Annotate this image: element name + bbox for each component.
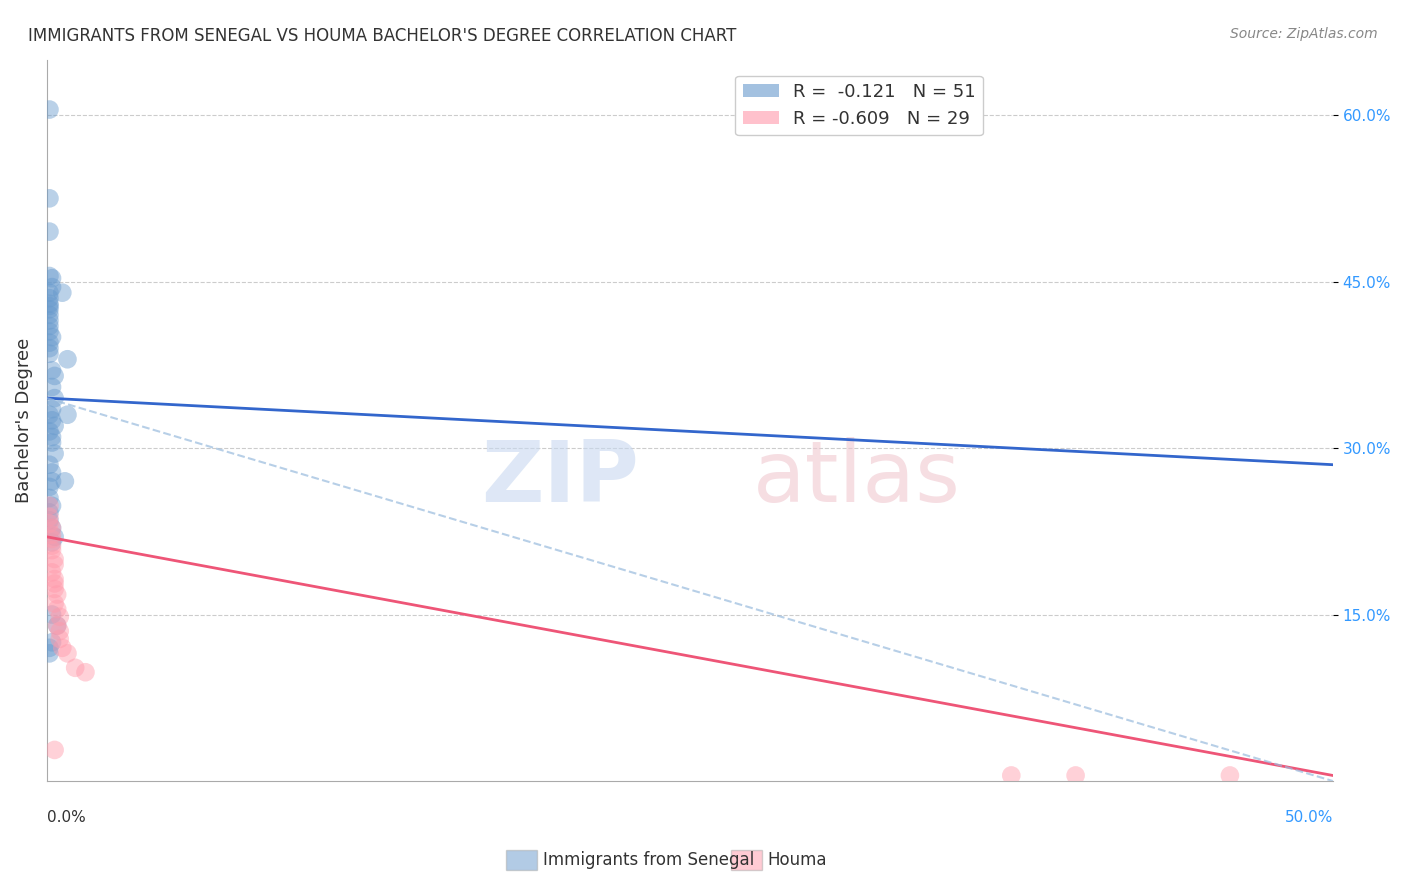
Point bbox=[38, 297, 60, 311]
Point bbox=[38, 408, 60, 422]
Point bbox=[46, 618, 69, 632]
Point bbox=[38, 308, 60, 322]
Point bbox=[38, 291, 60, 305]
Point bbox=[56, 646, 79, 660]
Point bbox=[38, 299, 60, 313]
Point bbox=[75, 665, 97, 680]
Point bbox=[41, 363, 63, 377]
Point bbox=[38, 318, 60, 333]
Point bbox=[38, 325, 60, 339]
Point bbox=[44, 582, 66, 596]
Point bbox=[38, 505, 60, 519]
Point bbox=[41, 521, 63, 535]
Point bbox=[46, 618, 69, 632]
Point bbox=[44, 743, 66, 757]
Point bbox=[41, 466, 63, 480]
Point bbox=[41, 330, 63, 344]
Point bbox=[38, 516, 60, 531]
Point bbox=[38, 513, 60, 527]
Point bbox=[53, 475, 76, 489]
Point bbox=[44, 391, 66, 405]
Point bbox=[41, 435, 63, 450]
Point bbox=[51, 285, 73, 300]
Point bbox=[41, 475, 63, 489]
Text: 50.0%: 50.0% bbox=[1285, 810, 1333, 825]
Point bbox=[44, 418, 66, 433]
Point bbox=[38, 335, 60, 350]
Point bbox=[41, 380, 63, 394]
Text: 0.0%: 0.0% bbox=[46, 810, 86, 825]
Text: Source: ZipAtlas.com: Source: ZipAtlas.com bbox=[1230, 27, 1378, 41]
Point bbox=[48, 632, 70, 646]
Point bbox=[41, 527, 63, 541]
Y-axis label: Bachelor's Degree: Bachelor's Degree bbox=[15, 338, 32, 503]
Point bbox=[41, 607, 63, 622]
Point bbox=[44, 572, 66, 586]
Point bbox=[38, 302, 60, 317]
Point bbox=[41, 413, 63, 427]
Point bbox=[48, 624, 70, 639]
Point bbox=[1000, 768, 1022, 782]
Legend: R =  -0.121   N = 51, R = -0.609   N = 29: R = -0.121 N = 51, R = -0.609 N = 29 bbox=[735, 76, 983, 136]
Point bbox=[1219, 768, 1241, 782]
Point bbox=[38, 285, 60, 300]
Point bbox=[38, 313, 60, 327]
Point bbox=[44, 558, 66, 572]
Point bbox=[46, 588, 69, 602]
Text: atlas: atlas bbox=[754, 436, 960, 519]
Point bbox=[44, 368, 66, 383]
Point bbox=[38, 341, 60, 355]
Point bbox=[1064, 768, 1087, 782]
Point bbox=[46, 602, 69, 616]
Point bbox=[44, 447, 66, 461]
Point bbox=[38, 458, 60, 472]
Text: IMMIGRANTS FROM SENEGAL VS HOUMA BACHELOR'S DEGREE CORRELATION CHART: IMMIGRANTS FROM SENEGAL VS HOUMA BACHELO… bbox=[28, 27, 737, 45]
Point bbox=[41, 566, 63, 580]
Text: Houma: Houma bbox=[768, 851, 827, 869]
Point bbox=[38, 491, 60, 505]
Point bbox=[41, 635, 63, 649]
Point bbox=[41, 539, 63, 553]
Point bbox=[41, 430, 63, 444]
Point bbox=[56, 408, 79, 422]
Point bbox=[56, 352, 79, 367]
Point bbox=[38, 499, 60, 513]
Point bbox=[38, 480, 60, 494]
Text: ZIP: ZIP bbox=[481, 436, 638, 519]
Point bbox=[38, 225, 60, 239]
Point bbox=[38, 509, 60, 524]
Point bbox=[38, 191, 60, 205]
Point bbox=[48, 609, 70, 624]
Point bbox=[41, 280, 63, 294]
Point bbox=[63, 661, 86, 675]
Point bbox=[38, 347, 60, 361]
Point bbox=[41, 499, 63, 513]
Point bbox=[44, 552, 66, 566]
Point bbox=[44, 530, 66, 544]
Point bbox=[38, 268, 60, 283]
Point bbox=[41, 521, 63, 535]
Point bbox=[41, 271, 63, 285]
Point bbox=[44, 576, 66, 591]
Point bbox=[38, 646, 60, 660]
Text: Immigrants from Senegal: Immigrants from Senegal bbox=[543, 851, 754, 869]
Point bbox=[38, 425, 60, 439]
Point bbox=[41, 402, 63, 417]
Point bbox=[44, 596, 66, 610]
Point bbox=[41, 532, 63, 546]
Point bbox=[51, 640, 73, 655]
Point bbox=[41, 535, 63, 549]
Point bbox=[38, 103, 60, 117]
Point bbox=[41, 543, 63, 558]
Point bbox=[38, 640, 60, 655]
